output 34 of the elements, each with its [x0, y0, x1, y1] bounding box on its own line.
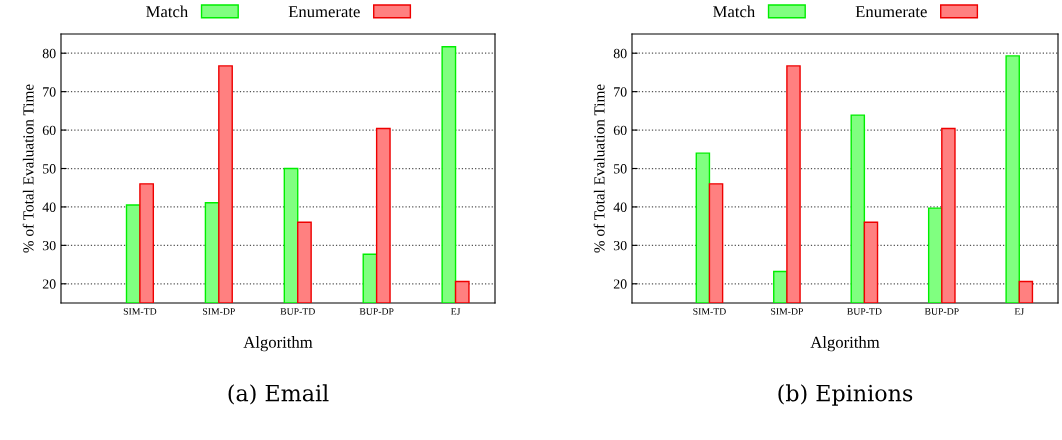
legend-label: Match	[146, 5, 188, 18]
y-tick-label: 20	[42, 279, 56, 289]
y-tick-label: 40	[42, 202, 56, 212]
y-tick-label: 30	[42, 240, 56, 251]
x-tick-label: EJ	[1014, 308, 1024, 315]
text: (b) Epinions	[778, 384, 913, 406]
y-tick-label: 20	[613, 279, 627, 289]
y-tick-label: 30	[613, 240, 627, 251]
y-axis-title: % of Total Evaluation Time	[22, 84, 34, 253]
x-axis-title: Algorithm	[810, 336, 880, 352]
x-tick-label: SIM-TD	[693, 308, 726, 315]
y-axis-title: % of Total Evaluation Time	[593, 84, 605, 253]
legend-label: Match	[713, 5, 755, 18]
y-tick-label: 50	[43, 164, 56, 174]
y-tick-label: 50	[614, 164, 627, 174]
y-tick-label: 60	[42, 125, 56, 136]
legend-label: Enumerate	[855, 6, 927, 18]
x-tick-label: BUP-DP	[359, 308, 394, 315]
y-tick-label: 80	[42, 48, 56, 59]
y-tick-label: 80	[613, 48, 627, 59]
y-tick-label: 70	[614, 87, 627, 97]
y-tick-label: 60	[613, 125, 627, 136]
text: (a) Email	[228, 384, 329, 405]
x-axis-title: Algorithm	[243, 336, 313, 352]
x-tick-label: EJ	[450, 308, 461, 315]
x-tick-label: BUP-TD	[847, 308, 882, 315]
y-tick-label: 70	[43, 87, 56, 97]
legend-label: Enumerate	[288, 6, 360, 18]
y-tick-label: 40	[613, 202, 627, 212]
x-tick-label: SIM-DP	[771, 308, 803, 315]
x-tick-label: SIM-DP	[202, 308, 235, 315]
x-tick-label: BUP-DP	[924, 308, 959, 315]
x-tick-label: SIM-TD	[123, 308, 157, 315]
x-tick-label: BUP-TD	[280, 308, 315, 315]
